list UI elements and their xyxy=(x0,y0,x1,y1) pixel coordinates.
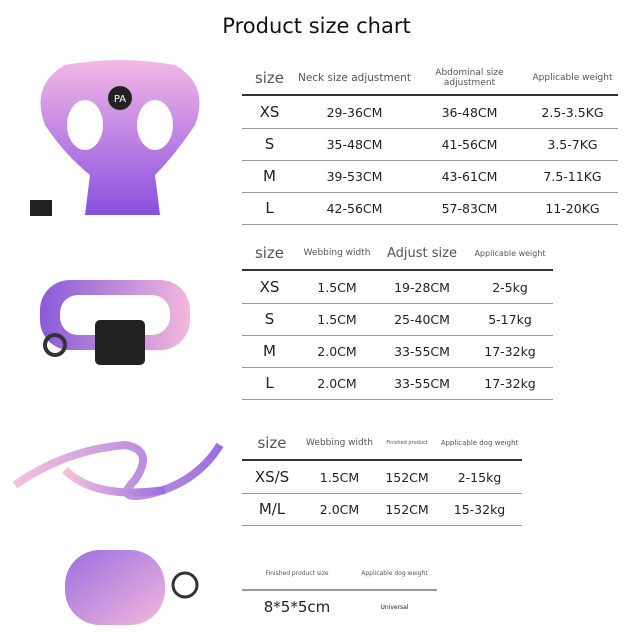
header-cell: size xyxy=(254,244,285,262)
table-row: S 35-48CM 41-56CM 3.5-7KG xyxy=(242,128,618,161)
table-row: XS 1.5CM 19-28CM 2-5kg xyxy=(242,271,553,304)
table-cell: L xyxy=(265,199,274,217)
table-cell: 35-48CM xyxy=(326,136,383,152)
table-cell: 43-61CM xyxy=(441,168,498,184)
table-header: size Webbing width Finished product Appl… xyxy=(242,427,522,461)
harness-image: PA xyxy=(30,60,200,216)
table-cell: 3.5-7KG xyxy=(547,136,598,152)
table-cell: 2.0CM xyxy=(319,501,360,517)
table-cell: 25-40CM xyxy=(394,311,450,327)
table-cell: 152CM xyxy=(385,501,429,517)
table-cell: 2.5-3.5KG xyxy=(541,104,604,120)
table-cell: 11-20KG xyxy=(545,200,600,216)
table-cell: 5-17kg xyxy=(488,311,532,327)
table-cell: 2.0CM xyxy=(317,375,357,391)
table-cell: 7.5-11KG xyxy=(543,168,602,184)
table-cell: S xyxy=(264,135,275,153)
table-cell: M xyxy=(263,342,276,360)
table-row: S 1.5CM 25-40CM 5-17kg xyxy=(242,303,553,336)
table-row: L 42-56CM 57-83CM 11-20KG xyxy=(242,192,618,225)
page-title: Product size chart xyxy=(222,14,411,38)
header-cell: Applicable dog weight xyxy=(361,569,428,577)
header-cell: Abdominal size adjustment xyxy=(435,68,504,88)
header-cell: size xyxy=(254,69,285,87)
table-cell: 36-48CM xyxy=(441,104,498,120)
header-cell: Applicable weight xyxy=(474,248,546,258)
table-cell: XS/S xyxy=(254,468,290,486)
table-row: M 39-53CM 43-61CM 7.5-11KG xyxy=(242,160,618,193)
header-cell: Adjust size xyxy=(387,245,457,261)
leash-image xyxy=(12,440,224,500)
table-cell: 1.5CM xyxy=(317,311,357,327)
svg-text:PA: PA xyxy=(114,94,126,105)
table-cell: S xyxy=(264,310,275,328)
table-row: XS/S 1.5CM 152CM 2-15kg xyxy=(242,461,522,494)
table-cell: 33-55CM xyxy=(394,375,450,391)
poop-bag-holder-image xyxy=(65,550,199,625)
table-cell: M/L xyxy=(258,500,286,518)
table-row: L 2.0CM 33-55CM 17-32kg xyxy=(242,367,553,400)
table-cell: 1.5CM xyxy=(319,469,360,485)
table-cell: 8*5*5cm xyxy=(263,598,331,616)
table-cell: L xyxy=(265,374,274,392)
header-cell: Webbing width xyxy=(303,248,371,258)
collar-image xyxy=(40,280,190,365)
table-cell: 17-32kg xyxy=(484,343,536,359)
table-cell: Universal xyxy=(380,603,409,611)
table-cell: 41-56CM xyxy=(441,136,498,152)
header-cell: Applicable weight xyxy=(532,73,613,83)
table-cell: 17-32kg xyxy=(484,375,536,391)
table-cell: 1.5CM xyxy=(317,279,357,295)
table-cell: 33-55CM xyxy=(394,343,450,359)
header-cell: Neck size adjustment xyxy=(298,72,411,84)
table-cell: 2.0CM xyxy=(317,343,357,359)
table-row: M/L 2.0CM 152CM 15-32kg xyxy=(242,493,522,526)
table-cell: 15-32kg xyxy=(453,501,506,517)
harness-size-table: size Neck size adjustment Abdominal size… xyxy=(242,62,618,225)
table-cell: M xyxy=(263,167,276,185)
table-cell: 19-28CM xyxy=(394,279,450,295)
table-cell: XS xyxy=(259,103,280,121)
table-row: XS 29-36CM 36-48CM 2.5-3.5KG xyxy=(242,96,618,129)
table-cell: 2-5kg xyxy=(492,279,528,295)
table-cell: 57-83CM xyxy=(441,200,498,216)
table-cell: 42-56CM xyxy=(326,200,383,216)
table-cell: 29-36CM xyxy=(326,104,383,120)
table-row: M 2.0CM 33-55CM 17-32kg xyxy=(242,335,553,368)
table-header: size Neck size adjustment Abdominal size… xyxy=(242,62,618,96)
table-header: Finished product size Applicable dog wei… xyxy=(242,557,437,591)
header-cell: Finished product size xyxy=(265,569,329,577)
table-cell: 2-15kg xyxy=(457,469,502,485)
header-cell: Webbing width xyxy=(306,438,373,448)
header-cell: Finished product xyxy=(386,440,428,446)
table-cell: 39-53CM xyxy=(326,168,383,184)
header-cell: Applicable dog weight xyxy=(440,439,519,447)
table-cell: 152CM xyxy=(385,469,429,485)
header-cell: size xyxy=(257,434,287,452)
table-header: size Webbing width Adjust size Applicabl… xyxy=(242,237,553,271)
table-row: 8*5*5cm Universal xyxy=(242,591,437,623)
table-cell: XS xyxy=(259,278,280,296)
